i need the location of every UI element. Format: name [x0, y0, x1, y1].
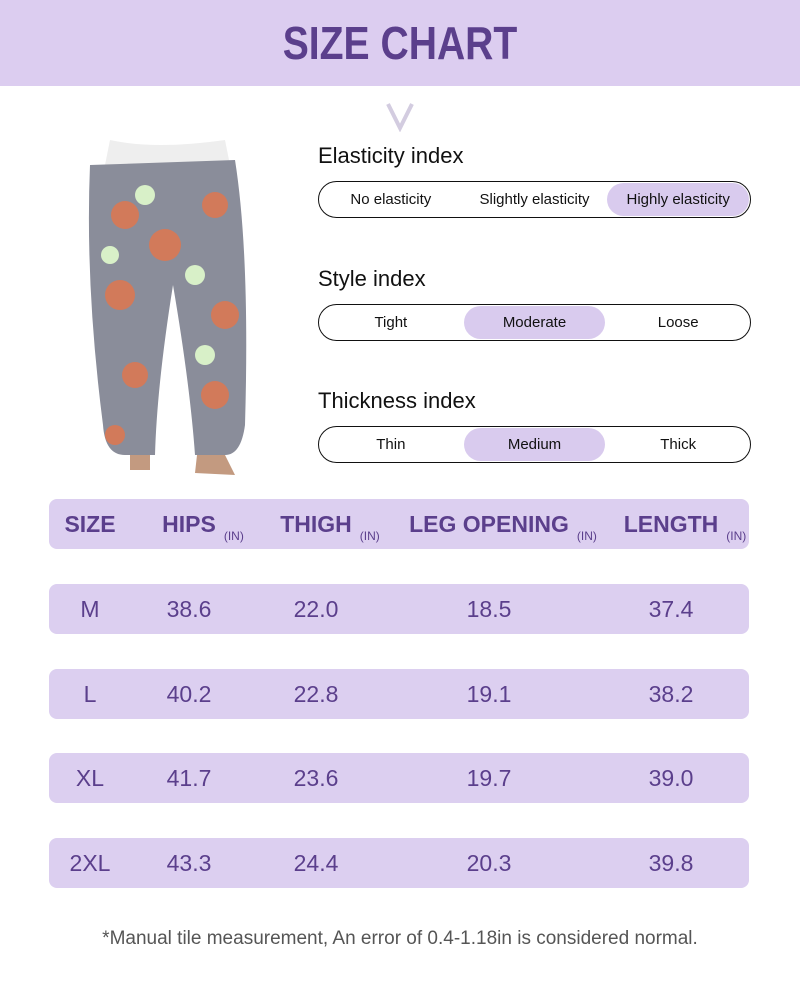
option-thin: Thin: [376, 436, 406, 453]
option-thick: Thick: [660, 436, 697, 453]
table-cell: M: [80, 596, 100, 622]
elasticity-index: Elasticity index No elasticity Slightly …: [318, 143, 751, 218]
style-scale: Tight Moderate Loose: [318, 304, 751, 341]
table-row: 2XL 43.3 24.4 20.3 39.8: [49, 838, 749, 888]
style-index: Style index Tight Moderate Loose: [318, 266, 751, 341]
table-cell: 22.0: [293, 596, 339, 622]
column-header: HIPS (IN): [162, 499, 244, 549]
table-cell: 38.2: [648, 681, 694, 707]
table-cell: 19.7: [466, 765, 512, 791]
column-header-label: LEG OPENING: [409, 511, 569, 537]
column-header-label: THIGH: [280, 511, 352, 537]
measurement-note: *Manual tile measurement, An error of 0.…: [102, 928, 698, 949]
table-cell: XL: [75, 765, 105, 791]
column-header: LENGTH (IN): [624, 499, 747, 549]
style-index-label: Style index: [318, 266, 426, 291]
title-banner: SIZE CHART: [0, 0, 800, 86]
column-header-label: LENGTH: [623, 511, 719, 537]
column-header: LEG OPENING (IN): [409, 499, 597, 549]
column-unit: (IN): [576, 529, 597, 543]
column-header: SIZE: [64, 499, 115, 549]
thickness-scale: Thin Medium Thick: [318, 426, 751, 463]
product-photo-pants: [88, 140, 247, 475]
thickness-index-label: Thickness index: [318, 388, 476, 413]
option-slightly-elasticity: Slightly elasticity: [479, 191, 590, 208]
table-cell: 39.8: [648, 850, 694, 876]
elasticity-scale: No elasticity Slightly elasticity Highly…: [318, 181, 751, 218]
elasticity-index-label: Elasticity index: [318, 143, 464, 168]
table-cell: L: [83, 681, 97, 707]
chevron-down-icon: [386, 103, 414, 132]
table-header: SIZE HIPS (IN) THIGH (IN) LEG OPENING (IN) LENG…: [49, 499, 749, 549]
option-no-elasticity: No elasticity: [350, 191, 432, 208]
thickness-index: Thickness index Thin Medium Thick: [318, 388, 751, 463]
table-cell: 22.8: [293, 681, 339, 707]
table-cell: 2XL: [69, 850, 111, 876]
table-cell: 20.3: [466, 850, 512, 876]
table-cell: 18.5: [466, 596, 512, 622]
table-row: L 40.2 22.8 19.1 38.2: [49, 669, 749, 719]
column-unit: (IN): [223, 529, 244, 543]
page-title: SIZE CHART: [282, 17, 518, 69]
table-cell: 40.2: [166, 681, 212, 707]
table-cell: 39.0: [648, 765, 694, 791]
table-cell: 41.7: [166, 765, 212, 791]
table-cell: 38.6: [166, 596, 212, 622]
table-cell: 37.4: [648, 596, 694, 622]
column-header: THIGH (IN): [280, 499, 380, 549]
column-header-label: SIZE: [64, 511, 116, 537]
table-cell: 23.6: [293, 765, 339, 791]
option-medium: Medium: [463, 428, 606, 461]
column-unit: (IN): [726, 529, 747, 543]
option-tight: Tight: [374, 314, 408, 331]
option-highly-elasticity: Highly elasticity: [607, 183, 750, 216]
column-unit: (IN): [359, 529, 380, 543]
table-row: XL 41.7 23.6 19.7 39.0: [49, 753, 749, 803]
table-row: M 38.6 22.0 18.5 37.4: [49, 584, 749, 634]
table-cell: 19.1: [466, 681, 512, 707]
column-header-label: HIPS: [162, 511, 216, 537]
table-cell: 24.4: [293, 850, 339, 876]
table-cell: 43.3: [166, 850, 212, 876]
option-moderate: Moderate: [463, 306, 606, 339]
option-loose: Loose: [657, 314, 699, 331]
